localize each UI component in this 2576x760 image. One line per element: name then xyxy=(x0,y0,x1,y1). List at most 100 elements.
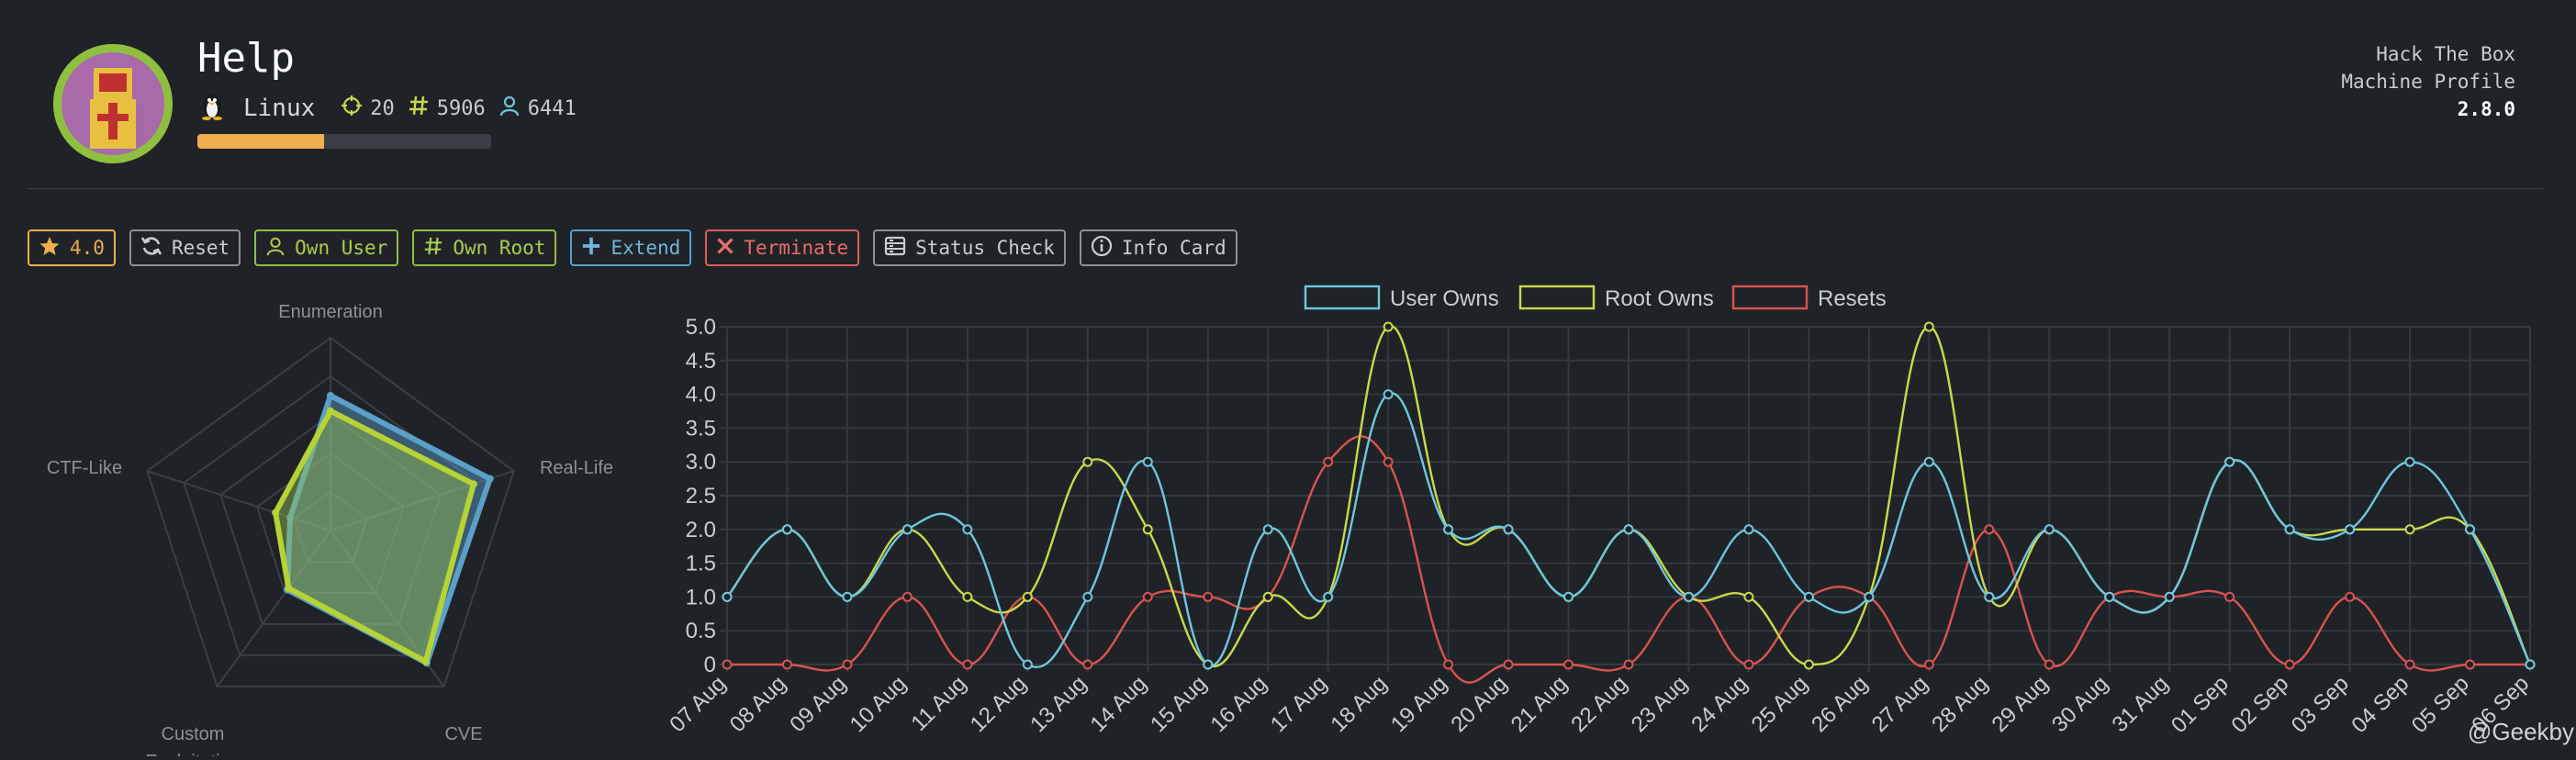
extend-button[interactable]: Extend xyxy=(570,229,692,266)
info-card-label: Info Card xyxy=(1121,237,1226,259)
radar-point xyxy=(286,513,295,521)
chart-data-point xyxy=(1142,456,1153,467)
chart-x-tick-label: 09 Aug xyxy=(785,671,851,737)
difficulty-progress-fill xyxy=(197,134,324,149)
chart-data-point xyxy=(781,524,792,535)
machine-name: Help xyxy=(197,35,295,82)
radar-point xyxy=(327,407,334,415)
radar-point xyxy=(486,475,494,483)
chart-data-point xyxy=(2224,456,2235,467)
radar-grid-ring xyxy=(218,413,442,625)
machine-header: Help Linux xyxy=(0,0,2576,189)
legend-label: User Owns xyxy=(1390,286,1499,311)
machine-avatar xyxy=(53,44,173,163)
radar-axis-label: Custom Exploitation xyxy=(145,724,240,756)
activity-line-chart: 0 0.5 1.0 1.5 2.0 2.5 3.0 3.5 4.0 4.5 5.0 07 Aug 08 … xyxy=(643,275,2552,756)
chart-x-tick-label: 22 Aug xyxy=(1566,671,1632,737)
chart-data-point xyxy=(1142,524,1153,535)
chart-data-point xyxy=(1503,659,1514,670)
own-user-label: Own User xyxy=(295,237,388,259)
own-root-button[interactable]: Own Root xyxy=(412,229,557,266)
chart-x-tick-label: 12 Aug xyxy=(966,671,1032,737)
chart-data-point xyxy=(2525,659,2536,670)
own-user-button[interactable]: Own User xyxy=(254,229,399,266)
status-check-button[interactable]: Status Check xyxy=(873,229,1066,266)
chart-data-point xyxy=(1923,456,1934,467)
radar-axis-label-line: Exploitation xyxy=(145,752,240,756)
radar-grid-ring xyxy=(183,374,478,656)
user-owns-value: 6441 xyxy=(527,96,577,120)
brand-line-2: Machine Profile xyxy=(2341,71,2515,93)
chart-y-tick-label: 0 xyxy=(704,653,716,677)
chart-data-point xyxy=(722,591,733,602)
radar-axis-label-line: Enumeration xyxy=(278,302,382,322)
chart-data-point xyxy=(962,524,973,535)
chart-data-point xyxy=(2164,591,2175,602)
chart-data-point xyxy=(902,591,913,602)
chart-data-point xyxy=(842,591,853,602)
chart-data-point xyxy=(1203,659,1214,670)
chart-y-tick-label: 5.0 xyxy=(686,315,716,340)
chart-data-point xyxy=(2284,524,2295,535)
radar-point xyxy=(285,584,293,592)
chart-x-tick-label: 28 Aug xyxy=(1927,671,1993,737)
chart-data-point xyxy=(1323,591,1334,602)
radar-grid-ring xyxy=(146,336,515,687)
chart-data-point xyxy=(1623,659,1634,670)
chart-data-point xyxy=(1383,321,1394,332)
chart-data-point xyxy=(1022,659,1033,670)
rating-button[interactable]: 4.0 xyxy=(28,229,116,266)
chart-data-point xyxy=(962,659,973,670)
radar-series-area xyxy=(273,408,476,665)
radar-axis-line xyxy=(216,530,331,687)
chart-data-point xyxy=(1203,591,1214,602)
chart-y-tick-label: 2.0 xyxy=(686,518,716,542)
radar-point xyxy=(327,392,334,399)
chart-x-tick-label: 23 Aug xyxy=(1627,671,1693,737)
reset-button[interactable]: Reset xyxy=(129,229,241,266)
chart-data-point xyxy=(1563,591,1574,602)
radar-point xyxy=(421,657,430,665)
chart-data-point xyxy=(2044,524,2055,535)
radar-point xyxy=(469,480,477,488)
chart-data-point xyxy=(1142,591,1153,602)
chart-data-point xyxy=(1864,591,1875,602)
chart-data-point xyxy=(2404,659,2415,670)
brand-line-1: Hack The Box xyxy=(2376,43,2515,65)
terminate-button[interactable]: Terminate xyxy=(705,229,860,266)
chart-data-point xyxy=(1383,456,1394,467)
chart-data-point xyxy=(2224,591,2235,602)
chart-data-point xyxy=(1683,591,1694,602)
radar-axis-label-line: CTF-Like xyxy=(47,458,122,478)
legend-label: Root Owns xyxy=(1605,286,1714,311)
os-label: Linux xyxy=(243,95,316,122)
hash-icon xyxy=(423,236,453,261)
chart-data-point xyxy=(1743,591,1754,602)
radar-axis-label: Real-Life xyxy=(540,458,613,478)
chart-data-point xyxy=(842,659,853,670)
chart-data-point xyxy=(1923,659,1934,670)
brand-block: Hack The Box Machine Profile 2.8.0 xyxy=(2341,40,2515,123)
chart-data-point xyxy=(1984,524,1995,535)
chart-x-tick-label: 20 Aug xyxy=(1446,671,1512,737)
legend-swatch xyxy=(1731,285,1809,310)
radar-grid-ring xyxy=(292,490,369,563)
chart-data-point xyxy=(1803,591,1814,602)
chart-x-tick-label: 26 Aug xyxy=(1807,671,1873,737)
chart-x-tick-label: 03 Sep xyxy=(2287,671,2354,738)
machine-rating-radar: Enumeration Real-Life CVE Custom Exploitatio… xyxy=(28,294,633,760)
chart-x-tick-label: 17 Aug xyxy=(1266,671,1332,737)
info-card-button[interactable]: Info Card xyxy=(1079,229,1238,266)
radar-axis-line xyxy=(330,470,515,531)
chart-data-point xyxy=(1743,659,1754,670)
chart-x-tick-label: 16 Aug xyxy=(1205,671,1271,737)
plus-icon xyxy=(581,236,610,261)
chart-x-tick-label: 04 Sep xyxy=(2346,671,2414,738)
user-icon xyxy=(265,236,295,261)
legend-swatch xyxy=(1518,285,1596,310)
chart-y-tick-label: 3.5 xyxy=(686,416,716,441)
legend-swatch xyxy=(1304,285,1381,310)
chart-data-point xyxy=(2044,659,2055,670)
radar-axis-label-line: Custom xyxy=(162,724,225,744)
chart-svg: 0 0.5 1.0 1.5 2.0 2.5 3.0 3.5 4.0 4.5 5.0 07 Aug08 … xyxy=(665,285,2536,738)
